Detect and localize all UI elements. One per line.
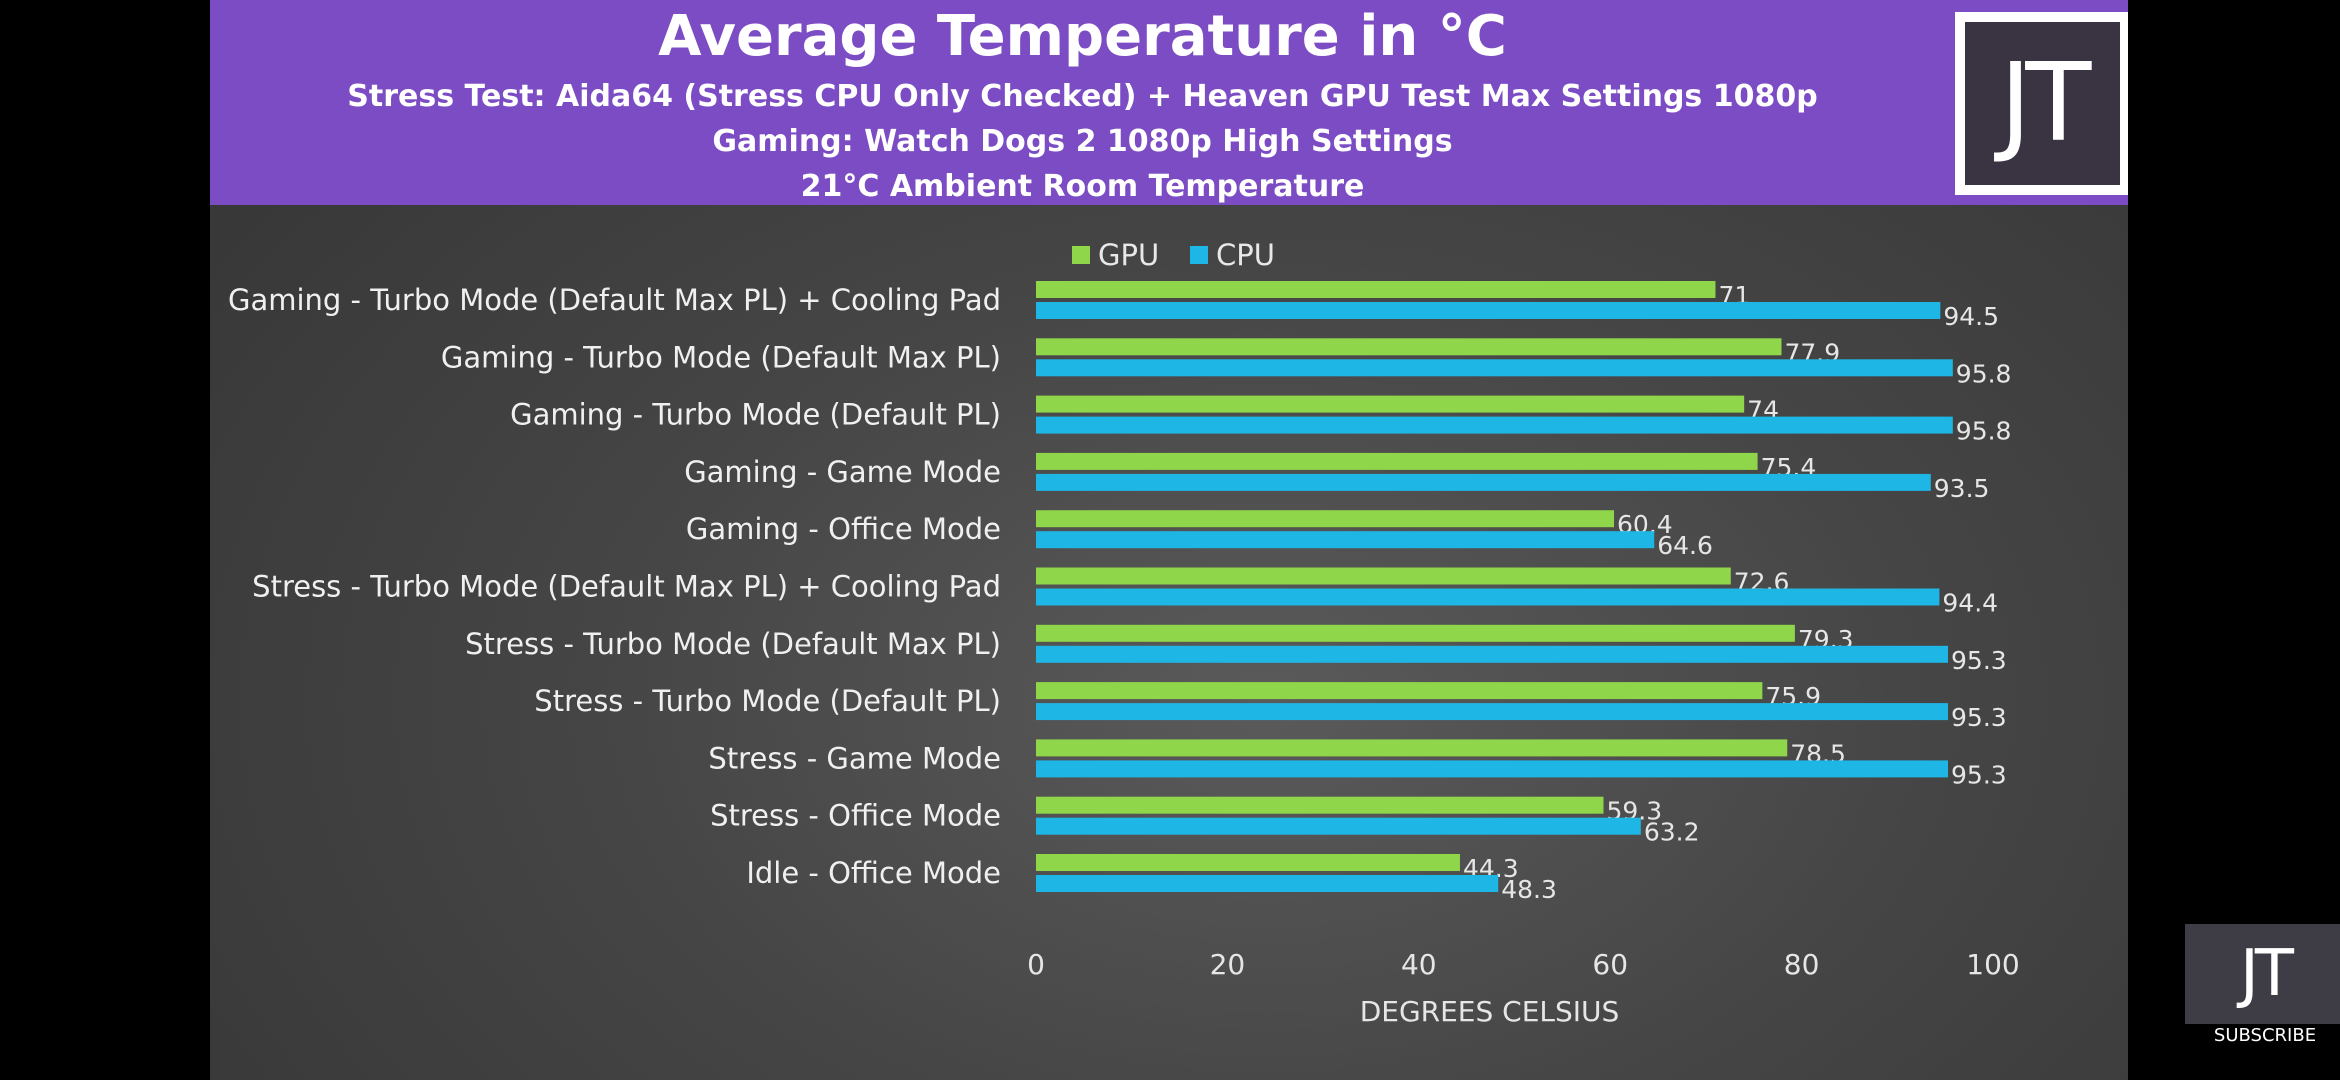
data-label-cpu: 95.8 [1956, 359, 2012, 388]
bar-chart: GPU CPU Gaming - Turbo Mode (Default Max P… [228, 238, 2020, 1028]
data-label-cpu: 48.3 [1501, 875, 1557, 904]
category-label: Stress - Office Mode [710, 799, 1001, 833]
bar-cpu [1036, 531, 1655, 549]
x-tick-label: 60 [1592, 948, 1628, 981]
bar-gpu [1036, 739, 1788, 757]
data-label-cpu: 95.8 [1956, 417, 2012, 446]
x-tick-label: 80 [1784, 948, 1820, 981]
x-tick-label: 100 [1966, 948, 2019, 981]
bar-cpu [1036, 416, 1953, 434]
bar-gpu [1036, 338, 1782, 356]
data-label-cpu: 64.6 [1657, 531, 1713, 560]
category-label: Stress - Turbo Mode (Default Max PL) + C… [252, 570, 1001, 604]
subscribe-button[interactable]: JT SUBSCRIBE [2185, 924, 2340, 1049]
chart-title: Average Temperature in °C [658, 4, 1507, 69]
bar-cpu [1036, 359, 1953, 377]
chart-slide: Average Temperature in °C Stress Test: A… [210, 0, 2128, 1080]
data-label-cpu: 63.2 [1644, 818, 1700, 847]
category-label: Stress - Turbo Mode (Default Max PL) [465, 627, 1001, 661]
bar-cpu [1036, 588, 1940, 606]
bar-gpu [1036, 682, 1763, 700]
bar-gpu [1036, 624, 1795, 642]
bar-cpu [1036, 473, 1931, 491]
category-label: Stress - Turbo Mode (Default PL) [534, 684, 1001, 718]
chart-subtitle-stress-test: Stress Test: Aida64 (Stress CPU Only Che… [347, 79, 1818, 114]
bar-gpu [1036, 510, 1615, 528]
bar-cpu [1036, 760, 1949, 778]
bar-gpu [1036, 395, 1745, 413]
x-tick-label: 20 [1210, 948, 1246, 981]
legend-swatch-cpu [1190, 246, 1208, 264]
data-label-cpu: 94.4 [1942, 589, 1998, 618]
bar-gpu [1036, 567, 1731, 585]
subscribe-label: SUBSCRIBE [2213, 1025, 2317, 1046]
bar-cpu [1036, 875, 1499, 892]
category-label: Gaming - Game Mode [684, 455, 1001, 489]
jt-subscribe-logo: JT [2185, 924, 2340, 1024]
chart-subtitle-gaming: Gaming: Watch Dogs 2 1080p High Settings [712, 124, 1453, 159]
legend-swatch-gpu [1072, 246, 1090, 264]
jt-logo: JT [1955, 12, 2128, 195]
bar-cpu [1036, 817, 1641, 835]
x-tick-label: 40 [1401, 948, 1437, 981]
bar-cpu [1036, 645, 1949, 663]
bar-cpu [1036, 703, 1949, 721]
category-label: Idle - Office Mode [746, 856, 1001, 890]
data-label-cpu: 95.3 [1951, 760, 2007, 789]
category-label: Gaming - Turbo Mode (Default Max PL) + C… [228, 283, 1001, 317]
data-label-cpu: 94.5 [1943, 302, 1999, 331]
legend-label-cpu: CPU [1216, 238, 1275, 272]
category-label: Gaming - Turbo Mode (Default PL) [510, 398, 1001, 432]
bar-cpu [1036, 302, 1941, 319]
x-axis-title: DEGREES CELSIUS [1360, 995, 1620, 1028]
category-label: Stress - Game Mode [708, 741, 1001, 775]
chart-header: Average Temperature in °C Stress Test: A… [210, 0, 2128, 205]
bar-gpu [1036, 452, 1758, 470]
legend-label-gpu: GPU [1098, 238, 1159, 272]
bar-gpu [1036, 796, 1604, 814]
bar-gpu [1036, 281, 1716, 298]
jt-logo-text: JT [1965, 22, 2120, 185]
data-label-cpu: 95.3 [1951, 703, 2007, 732]
category-label: Gaming - Office Mode [686, 512, 1001, 546]
data-label-cpu: 93.5 [1934, 474, 1990, 503]
category-label: Gaming - Turbo Mode (Default Max PL) [441, 340, 1001, 374]
chart-subtitle-ambient: 21°C Ambient Room Temperature [800, 169, 1365, 204]
data-label-cpu: 95.3 [1951, 646, 2007, 675]
bar-gpu [1036, 854, 1460, 871]
x-tick-label: 0 [1027, 948, 1045, 981]
